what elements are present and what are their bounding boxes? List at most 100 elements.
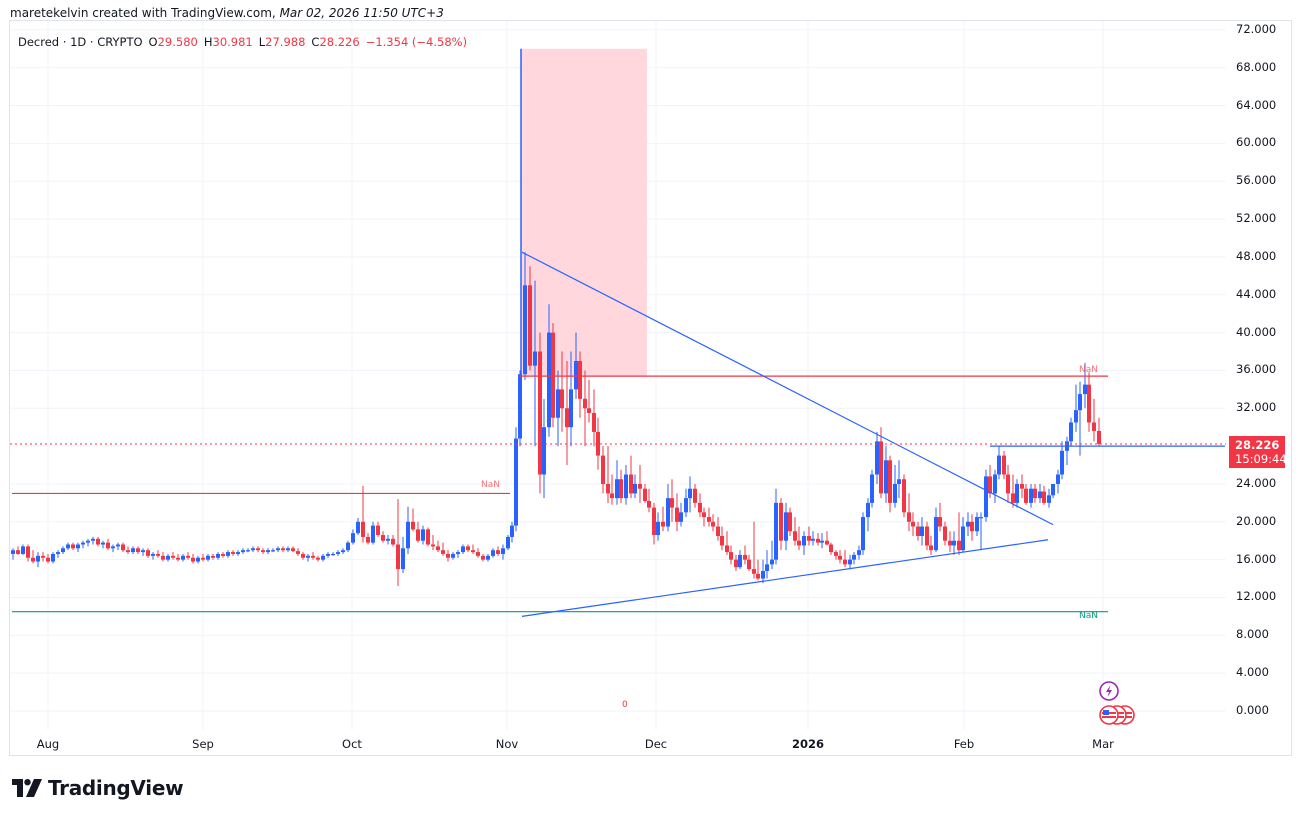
candle-body bbox=[911, 521, 915, 527]
change-value: −1.354 (−4.58%) bbox=[365, 35, 468, 49]
candle-body bbox=[306, 555, 310, 558]
event-markers[interactable] bbox=[1097, 681, 1141, 727]
candle-body bbox=[401, 548, 405, 570]
candle-body bbox=[925, 526, 929, 546]
candle-body bbox=[834, 552, 838, 556]
candle-body bbox=[251, 548, 255, 551]
credit-datetime: Mar 02, 2026 11:50 UTC+3 bbox=[279, 6, 444, 20]
candle-body bbox=[647, 500, 651, 508]
candle-body bbox=[1033, 488, 1037, 499]
candle-body bbox=[797, 540, 801, 546]
candle-body bbox=[21, 546, 25, 554]
price-tick: 20.000 bbox=[1236, 513, 1277, 528]
candle-body bbox=[291, 548, 295, 552]
candle-body bbox=[406, 521, 410, 549]
candle-body bbox=[518, 374, 522, 439]
candle-body bbox=[186, 555, 190, 558]
candle-body bbox=[765, 564, 769, 571]
candle-body bbox=[456, 552, 460, 554]
candle-body bbox=[271, 550, 275, 552]
candle-body bbox=[583, 398, 587, 409]
candle-body bbox=[346, 542, 350, 551]
tradingview-logo[interactable]: TradingView bbox=[12, 776, 184, 800]
price-tick: 60.000 bbox=[1236, 135, 1277, 150]
candle-body bbox=[446, 553, 450, 558]
chart-credit: maretekelvin created with TradingView.co… bbox=[10, 6, 444, 20]
candle-body bbox=[471, 550, 475, 553]
candle-body bbox=[716, 526, 720, 536]
candle-body bbox=[560, 389, 564, 409]
candle-body bbox=[629, 474, 633, 494]
candle-body bbox=[866, 502, 870, 518]
candle-body bbox=[176, 557, 180, 560]
candle-body bbox=[261, 550, 265, 553]
lightning-icon bbox=[1099, 681, 1119, 701]
candle-body bbox=[938, 517, 942, 527]
symbol-label[interactable]: Decred · 1D · CRYPTO bbox=[18, 35, 143, 49]
candle-body bbox=[281, 548, 285, 551]
candle-body bbox=[952, 540, 956, 546]
candle-body bbox=[970, 521, 974, 532]
candle-body bbox=[116, 544, 120, 547]
close-value: 28.226 bbox=[319, 35, 360, 49]
candle-body bbox=[1038, 491, 1042, 499]
candle-body bbox=[396, 544, 400, 570]
candle-body bbox=[592, 413, 596, 432]
candle-body bbox=[441, 550, 445, 554]
candle-body bbox=[101, 542, 105, 545]
candle-body bbox=[36, 555, 40, 562]
candle-body bbox=[301, 553, 305, 558]
time-tick: Feb bbox=[953, 737, 975, 751]
candle-body bbox=[711, 521, 715, 527]
candle-body bbox=[902, 479, 906, 513]
candle-body bbox=[610, 493, 614, 499]
tradingview-logo-icon bbox=[12, 779, 42, 797]
candle-body bbox=[661, 521, 665, 527]
candle-body bbox=[893, 483, 897, 503]
candle-body bbox=[747, 559, 751, 570]
candle-body bbox=[221, 553, 225, 556]
candle-body bbox=[606, 483, 610, 494]
time-tick: Mar bbox=[1092, 737, 1114, 751]
candle-body bbox=[551, 332, 555, 418]
candle-body bbox=[211, 555, 215, 558]
candle-body bbox=[321, 555, 325, 560]
candle-body bbox=[366, 536, 370, 543]
candle-body bbox=[1020, 483, 1024, 489]
candle-body bbox=[461, 546, 465, 553]
candle-body bbox=[136, 548, 140, 553]
candle-body bbox=[870, 474, 874, 503]
candle-body bbox=[533, 351, 537, 366]
candle-body bbox=[381, 535, 385, 541]
candle-body bbox=[948, 540, 952, 546]
candle-body bbox=[633, 483, 637, 494]
highlight-zone bbox=[521, 48, 647, 377]
candle-body bbox=[510, 525, 514, 537]
candle-body bbox=[565, 408, 569, 428]
candle-body bbox=[656, 521, 660, 536]
candle-body bbox=[151, 553, 155, 556]
candle-body bbox=[807, 535, 811, 541]
candle-body bbox=[331, 553, 335, 556]
time-tick: Sep bbox=[192, 737, 214, 751]
candle-body bbox=[341, 550, 345, 553]
candle-body bbox=[326, 553, 330, 556]
candle-body bbox=[91, 538, 95, 541]
price-tick: 48.000 bbox=[1236, 248, 1277, 263]
candle-body bbox=[501, 548, 505, 554]
candle-body bbox=[884, 460, 888, 494]
candle-body bbox=[811, 538, 815, 541]
candle-body bbox=[171, 555, 175, 558]
candle-body bbox=[226, 552, 230, 556]
price-tick: 56.000 bbox=[1236, 173, 1277, 188]
candle-body bbox=[166, 555, 170, 560]
candle-body bbox=[702, 512, 706, 518]
candle-body bbox=[31, 557, 35, 562]
candle-body bbox=[351, 533, 355, 543]
price-tick: 40.000 bbox=[1236, 324, 1277, 339]
price-tick: 8.000 bbox=[1236, 627, 1269, 642]
brand-name: TradingView bbox=[48, 776, 184, 800]
candle-body bbox=[1092, 422, 1096, 431]
candle-body bbox=[466, 546, 470, 551]
